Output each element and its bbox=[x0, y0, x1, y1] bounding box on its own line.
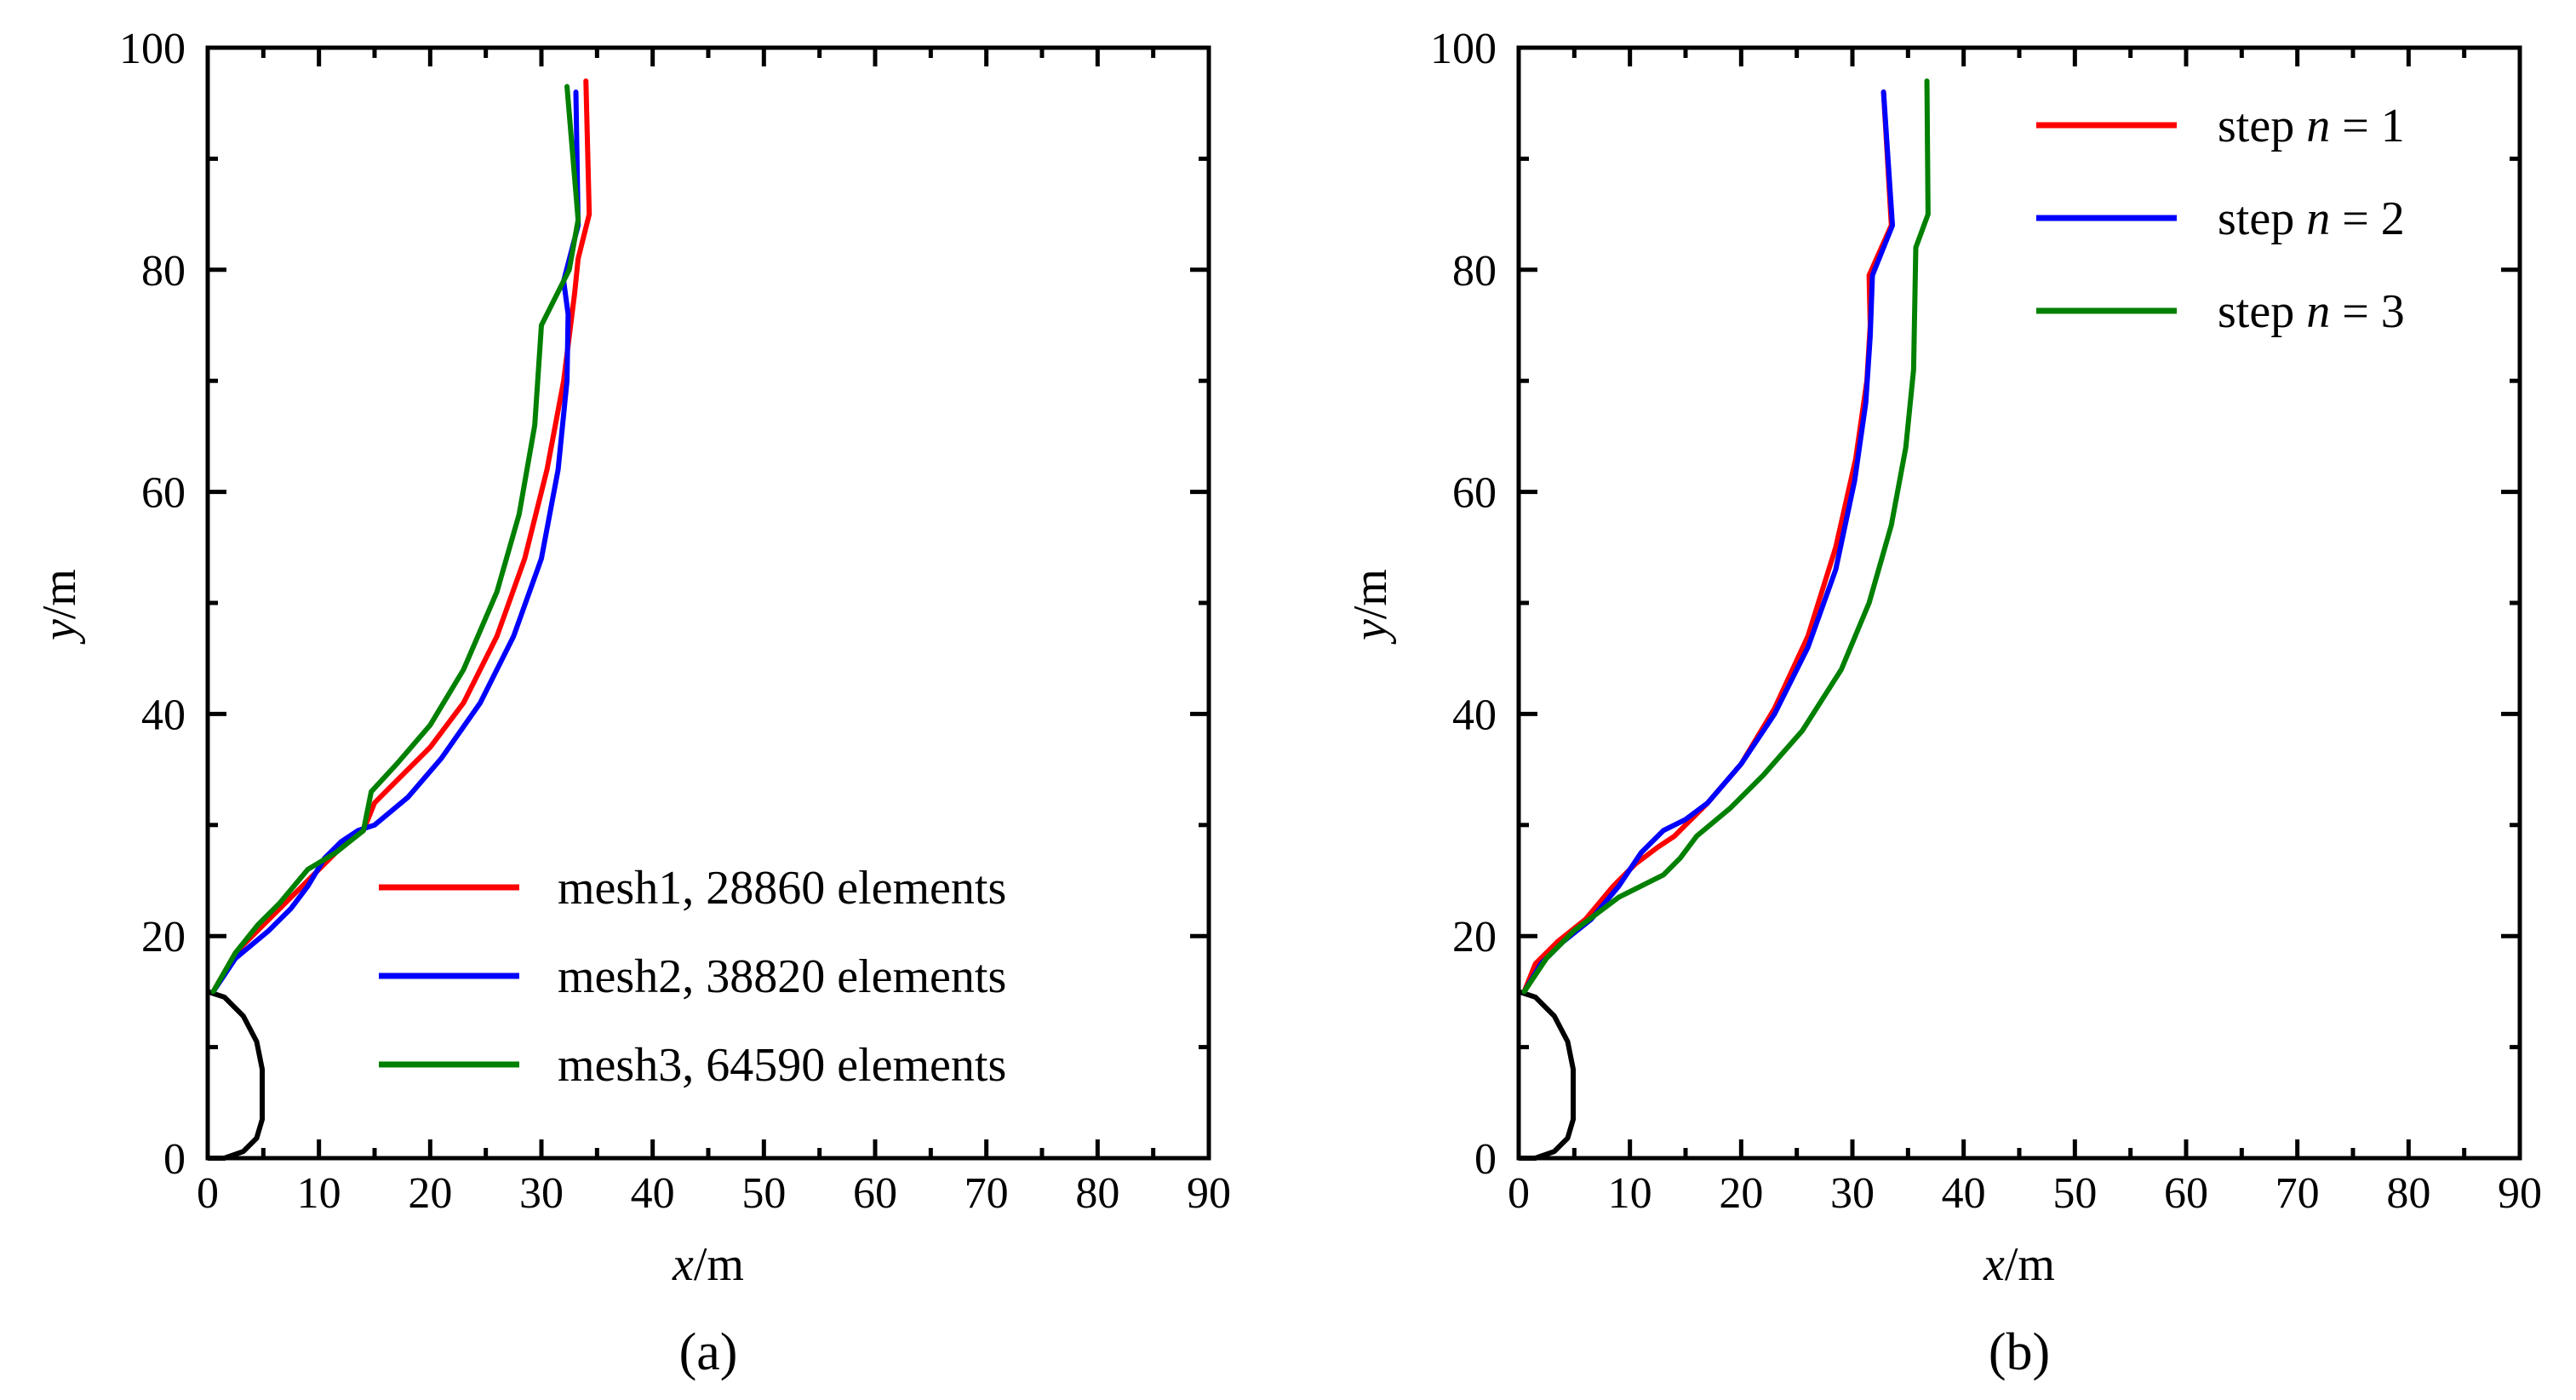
x-tick-label: 60 bbox=[853, 1169, 897, 1218]
y-tick-label: 40 bbox=[1452, 691, 1497, 739]
y-tick-label: 20 bbox=[1452, 913, 1497, 961]
legend-label-step-1: step n = 1 bbox=[2218, 100, 2405, 152]
y-tick-label: 60 bbox=[1452, 469, 1497, 518]
panel-b-legend: step n = 1 step n = 2 step n = 3 bbox=[2036, 100, 2405, 338]
series-line-mesh1-28860-elements bbox=[210, 78, 592, 995]
x-tick-label: 40 bbox=[1942, 1169, 1986, 1218]
series-line-mesh3-64590-elements bbox=[210, 83, 581, 995]
panel-a-legend: mesh1, 28860 elements mesh2, 38820 eleme… bbox=[379, 862, 1006, 1092]
x-tick-label: 10 bbox=[1608, 1169, 1652, 1218]
legend-label-mesh3: mesh3, 64590 elements bbox=[558, 1039, 1006, 1092]
x-tick-label: 90 bbox=[2498, 1169, 2542, 1218]
x-tick-label: 50 bbox=[2052, 1169, 2097, 1218]
panel-b-tunnel bbox=[1518, 989, 1577, 1161]
y-tick-label: 0 bbox=[163, 1135, 186, 1184]
x-tick-label: 70 bbox=[965, 1169, 1009, 1218]
x-tick-label: 30 bbox=[519, 1169, 564, 1218]
panel-b-caption: (b) bbox=[1989, 1323, 2050, 1381]
panel-b-series bbox=[1521, 78, 1931, 995]
legend-label-mesh1: mesh1, 28860 elements bbox=[558, 862, 1006, 915]
panel-a-caption: (a) bbox=[679, 1323, 738, 1381]
y-tick-label: 40 bbox=[141, 691, 186, 739]
y-tick-label: 60 bbox=[141, 469, 186, 518]
panel-a-series bbox=[210, 78, 592, 995]
legend-label-step-3: step n = 3 bbox=[2218, 285, 2405, 338]
tunnel-outline bbox=[1518, 989, 1577, 1161]
x-tick-label: 40 bbox=[631, 1169, 675, 1218]
series-line-step-n-3 bbox=[1521, 78, 1931, 995]
panel-a-x-axis-label: x/m bbox=[672, 1238, 744, 1291]
y-tick-label: 100 bbox=[1430, 25, 1497, 73]
x-tick-label: 10 bbox=[297, 1169, 341, 1218]
x-tick-label: 30 bbox=[1830, 1169, 1875, 1218]
x-tick-label: 0 bbox=[197, 1169, 219, 1218]
y-tick-label: 0 bbox=[1474, 1135, 1497, 1184]
y-tick-label: 20 bbox=[141, 913, 186, 961]
panel-b-axes: 0 10 20 30 40 50 60 70 80 90 0 20 40 60 80 100 bbox=[1430, 25, 2542, 1218]
panel-a-y-axis-label: y/m bbox=[33, 569, 86, 645]
panel-a-axes: 0 10 20 30 40 50 60 70 80 90 0 20 40 60 80 100 bbox=[119, 25, 1231, 1218]
y-tick-label: 80 bbox=[141, 247, 186, 295]
panel-a-tunnel bbox=[207, 989, 266, 1161]
x-tick-label: 70 bbox=[2275, 1169, 2320, 1218]
x-tick-label: 50 bbox=[741, 1169, 786, 1218]
x-tick-label: 20 bbox=[408, 1169, 452, 1218]
x-tick-label: 0 bbox=[1508, 1169, 1530, 1218]
legend-label-step-2: step n = 2 bbox=[2218, 192, 2405, 245]
legend-label-mesh2: mesh2, 38820 elements bbox=[558, 950, 1006, 1003]
panel-b-x-axis-label: x/m bbox=[1983, 1238, 2055, 1291]
y-tick-label: 100 bbox=[119, 25, 186, 73]
tunnel-outline bbox=[207, 989, 266, 1161]
x-tick-label: 60 bbox=[2164, 1169, 2208, 1218]
x-tick-label: 80 bbox=[2386, 1169, 2430, 1218]
x-tick-label: 80 bbox=[1075, 1169, 1119, 1218]
panel-b-y-axis-label: y/m bbox=[1344, 569, 1397, 645]
x-tick-label: 90 bbox=[1187, 1169, 1231, 1218]
x-tick-label: 20 bbox=[1719, 1169, 1763, 1218]
series-line-mesh2-38820-elements bbox=[210, 89, 581, 995]
y-tick-label: 80 bbox=[1452, 247, 1497, 295]
